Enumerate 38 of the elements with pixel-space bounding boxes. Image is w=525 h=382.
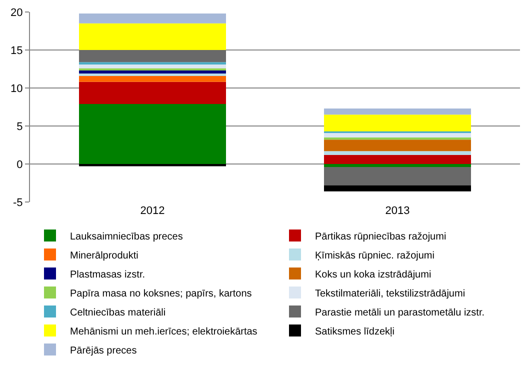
legend-label: Tekstilmateriāli, tekstilizstrādājumi [315,288,466,300]
x-tick-label: 2012 [140,205,165,217]
bar [79,23,226,50]
y-tick-label: 15 [10,44,23,57]
y-tick-label: 5 [16,120,23,133]
bar [79,82,226,104]
legend-label: Papīra masa no koksnes; papīrs, kartons [70,288,252,300]
bar [79,50,226,62]
bar [324,164,471,168]
bar [79,64,226,68]
x-tick-label: 2013 [385,205,410,217]
bar [324,114,471,132]
bar [79,68,226,71]
legend-label: Mehānismi un meh.ierīces; elektroiekārtas [70,326,258,338]
bar [324,132,471,138]
bar [324,185,471,192]
bar [324,167,471,186]
bar [79,70,226,74]
y-tick-label: -5 [13,196,23,209]
bar [79,104,226,164]
legend-label: Lauksaimniecības preces [70,231,183,242]
bar [324,140,471,152]
legend-label: Minerālprodukti [70,250,138,262]
bar [79,14,226,24]
legend-label: Koks un koka izstrādājumi [315,269,432,280]
legend-label: Satiksmes līdzekļi [315,326,394,338]
legend-label: Parastie metāli un parastometālu izstr. [315,307,485,318]
legend-label: Pārtikas rūpniecības ražojumi [315,231,446,242]
bar [324,108,471,115]
legend-label: Ķīmiskās rūpniec. ražojumi [315,250,434,262]
legend-label: Pārējās preces [70,345,137,356]
y-tick-label: 10 [10,82,23,95]
y-tick-label: 20 [10,6,23,19]
legend-label: Celtniecības materiāli [70,307,166,318]
legend-label: Plastmasas izstr. [70,269,146,280]
bar [324,154,471,164]
y-tick-label: 0 [16,158,23,171]
bar [324,151,471,155]
